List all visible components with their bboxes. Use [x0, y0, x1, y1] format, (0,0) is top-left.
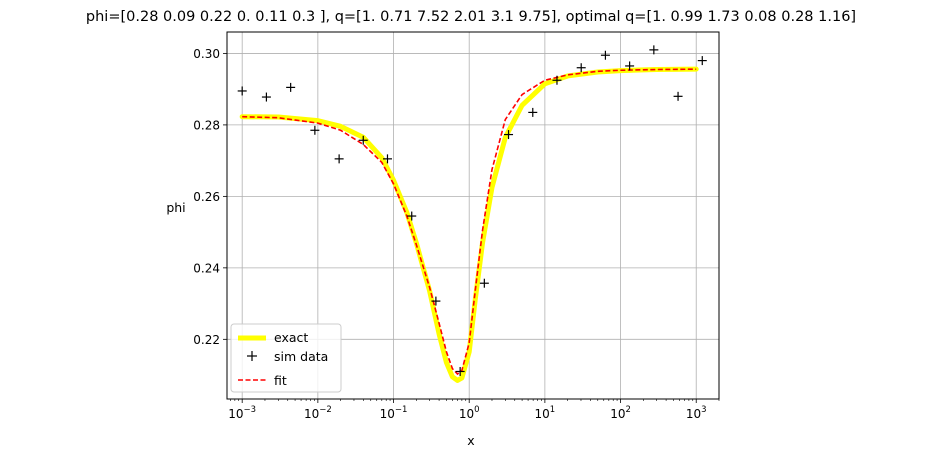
x-axis-label: x	[467, 433, 474, 448]
sim-data-point	[407, 211, 417, 221]
sim-data-point	[334, 154, 344, 164]
sim-data-point	[673, 91, 683, 101]
chart-title: phi=[0.28 0.09 0.22 0. 0.11 0.3 ], q=[1.…	[86, 9, 856, 25]
sim-data-point	[625, 61, 635, 71]
sim-data-point	[600, 50, 610, 60]
sim-data-point	[286, 82, 296, 92]
sim-data-point	[576, 63, 586, 73]
y-tick-label: 0.26	[193, 190, 220, 204]
x-tick-label: 100	[459, 405, 480, 421]
y-axis: 0.22 0.24 0.26 0.28 0.30	[193, 47, 227, 347]
sim-data-point	[382, 154, 392, 164]
grid	[227, 32, 719, 399]
sim-data-point	[237, 86, 247, 96]
x-tick-label: 10−3	[228, 405, 256, 421]
sim-data-point	[358, 135, 368, 145]
x-tick-label: 103	[686, 405, 707, 421]
legend-box	[230, 323, 342, 393]
sim-data-point	[552, 75, 562, 85]
sim-data-point	[431, 296, 441, 306]
sim-data-point	[310, 125, 320, 135]
legend-sim-data-swatch	[247, 351, 257, 361]
sim-data-point	[528, 107, 538, 117]
series-exact-line	[239, 66, 699, 383]
x-tick-label: 10−2	[304, 405, 332, 421]
series-fit-line	[242, 68, 697, 376]
y-tick-label: 0.30	[193, 47, 220, 61]
sim-data-point	[649, 45, 659, 55]
plot-area	[237, 45, 707, 383]
y-tick-label: 0.22	[193, 333, 220, 347]
plot-frame	[226, 31, 720, 400]
legend-exact-label: exact	[274, 330, 308, 345]
legend-fit-label: fit	[274, 373, 287, 388]
x-tick-label: 101	[535, 405, 556, 421]
y-axis-label: phi	[166, 200, 185, 215]
sim-data-point	[504, 130, 514, 140]
sim-data-point	[479, 278, 489, 288]
sim-data-point	[261, 92, 271, 102]
x-tick-label: 102	[610, 405, 631, 421]
x-tick-label: 10−1	[380, 405, 408, 421]
legend: exact sim data fit	[230, 323, 342, 393]
sim-data-point	[455, 366, 465, 376]
y-tick-label: 0.28	[193, 118, 220, 132]
x-axis: 10−3 10−2 10−1 100 101 102 103	[228, 399, 720, 421]
legend-sim-data-label: sim data	[274, 349, 328, 364]
y-tick-label: 0.24	[193, 261, 220, 275]
sim-data-point	[697, 56, 707, 66]
